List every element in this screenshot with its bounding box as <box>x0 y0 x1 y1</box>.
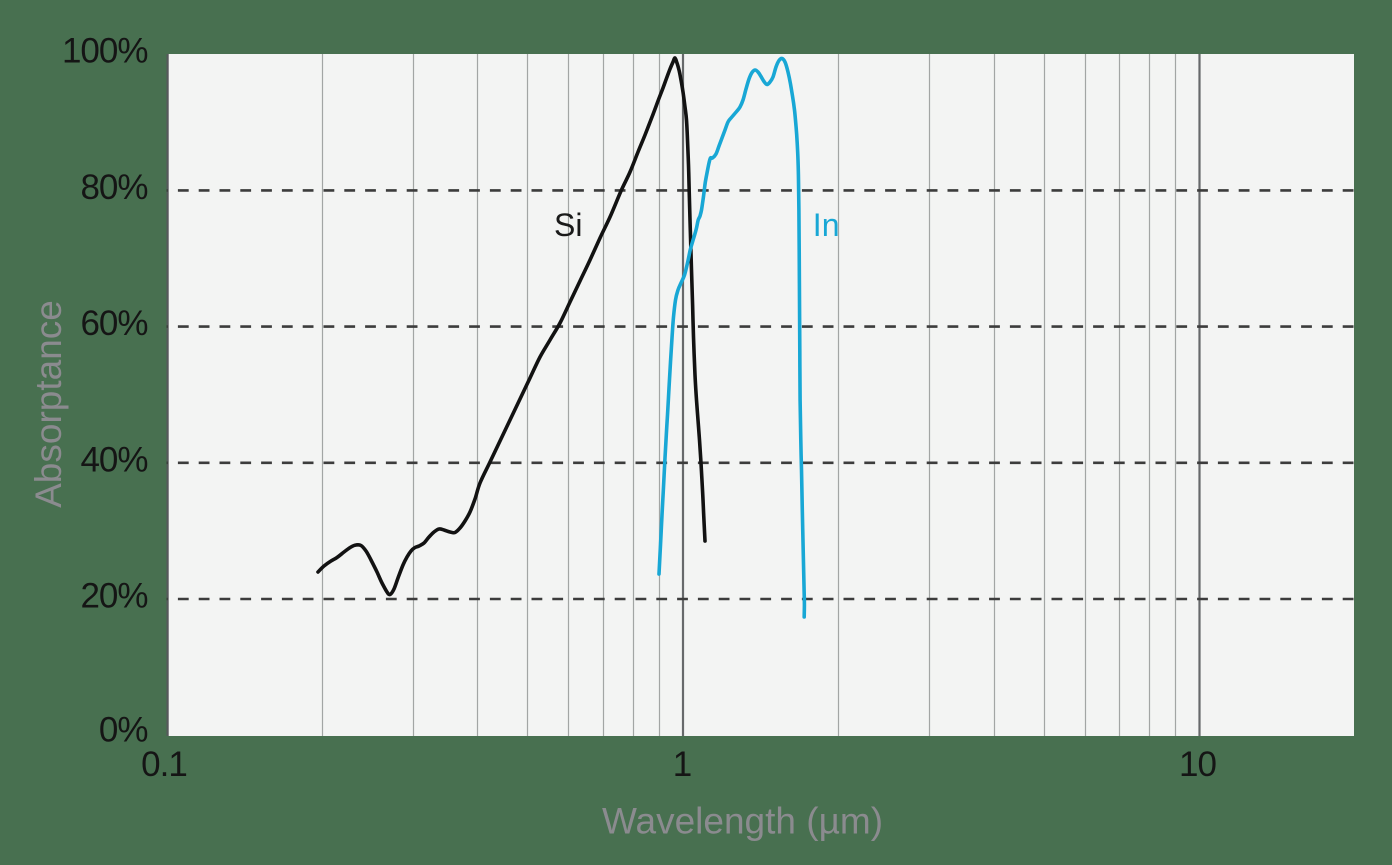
svg-text:In: In <box>813 207 840 243</box>
svg-text:80%: 80% <box>80 168 147 207</box>
svg-text:Wavelength (µm): Wavelength (µm) <box>602 801 883 842</box>
svg-text:1: 1 <box>673 745 691 784</box>
svg-text:Absorptance: Absorptance <box>28 300 69 508</box>
svg-text:10: 10 <box>1179 745 1216 784</box>
svg-text:0%: 0% <box>99 711 148 750</box>
svg-text:100%: 100% <box>62 32 148 71</box>
svg-text:0.1: 0.1 <box>141 745 187 784</box>
svg-text:60%: 60% <box>80 304 147 343</box>
svg-text:20%: 20% <box>80 577 147 616</box>
svg-text:40%: 40% <box>80 441 147 480</box>
svg-text:Si: Si <box>554 207 582 243</box>
